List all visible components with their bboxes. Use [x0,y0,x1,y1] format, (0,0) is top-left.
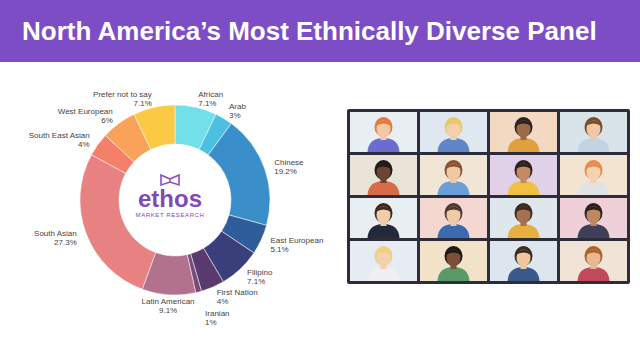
html-text:North America’s Most Ethnicall: North America’s Most Ethnically Diverse … [22,16,597,46]
html-text:ethos: ethos [138,185,202,212]
svg-text:South East Asian4%: South East Asian4% [29,131,90,149]
svg-text:South Asian27.3%: South Asian27.3% [34,229,77,247]
svg-text:Prefer not to say7.1%: Prefer not to say7.1% [93,90,152,108]
svg-text:African7.1%: African7.1% [198,90,223,108]
svg-text:Iranian1%: Iranian1% [205,309,229,327]
svg-text:East European5.1%: East European5.1% [270,236,323,254]
svg-text:First Nation4%: First Nation4% [217,288,258,306]
svg-text:Chinese19.2%: Chinese19.2% [274,158,304,176]
svg-text:West European6%: West European6% [58,107,113,125]
html-text:MARKET RESEARCH: MARKET RESEARCH [135,212,205,218]
svg-text:Latin American9.1%: Latin American9.1% [142,297,195,315]
svg-text:Filipino7.1%: Filipino7.1% [247,268,273,286]
svg-text:Arab3%: Arab3% [229,102,246,120]
